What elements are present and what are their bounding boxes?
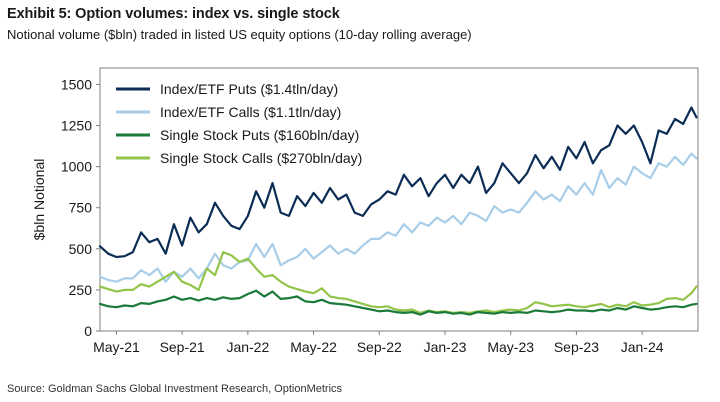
- y-axis-label: $bln Notional: [31, 159, 47, 241]
- x-tick-label: Sep-23: [554, 339, 599, 355]
- x-tick-label: Sep-22: [357, 339, 402, 355]
- y-tick-label: 1000: [61, 159, 92, 175]
- legend-label: Single Stock Calls ($270bln/day): [160, 150, 362, 166]
- x-tick-label: Jan-24: [621, 339, 664, 355]
- plot-frame: [99, 67, 699, 332]
- source-note: Source: Goldman Sachs Global Investment …: [7, 383, 343, 395]
- chart-title: Exhibit 5: Option volumes: index vs. sin…: [7, 6, 340, 22]
- series-line: [98, 106, 698, 259]
- x-tick-label: May-23: [487, 339, 534, 355]
- y-tick-label: 750: [69, 200, 93, 216]
- y-tick-label: 500: [69, 241, 93, 257]
- series-line: [98, 289, 698, 316]
- x-tick-label: Jan-23: [424, 339, 467, 355]
- series-line: [98, 251, 698, 314]
- y-tick-label: 0: [84, 323, 92, 339]
- axes: 0 250 500 750 1000 1250 1500 May-21 Sep-21 Jan-22…: [31, 67, 699, 355]
- legend-label: Index/ETF Calls ($1.1tln/day): [160, 104, 341, 120]
- x-tick-label: May-21: [93, 339, 140, 355]
- x-tick-label: May-22: [290, 339, 337, 355]
- y-tick-label: 1250: [61, 118, 92, 134]
- y-tick-label: 1500: [61, 76, 92, 92]
- x-tick-label: Jan-22: [226, 339, 269, 355]
- series-line: [98, 152, 698, 283]
- chart-subtitle: Notional volume ($bln) traded in listed …: [7, 27, 472, 42]
- legend-label: Single Stock Puts ($160bln/day): [160, 127, 359, 143]
- x-tick-label: Sep-21: [160, 339, 205, 355]
- series-group: [98, 106, 698, 316]
- legend-label: Index/ETF Puts ($1.4tln/day): [160, 81, 338, 97]
- y-tick-label: 250: [69, 282, 93, 298]
- legend: Index/ETF Puts ($1.4tln/day) Index/ETF Ca…: [116, 81, 362, 166]
